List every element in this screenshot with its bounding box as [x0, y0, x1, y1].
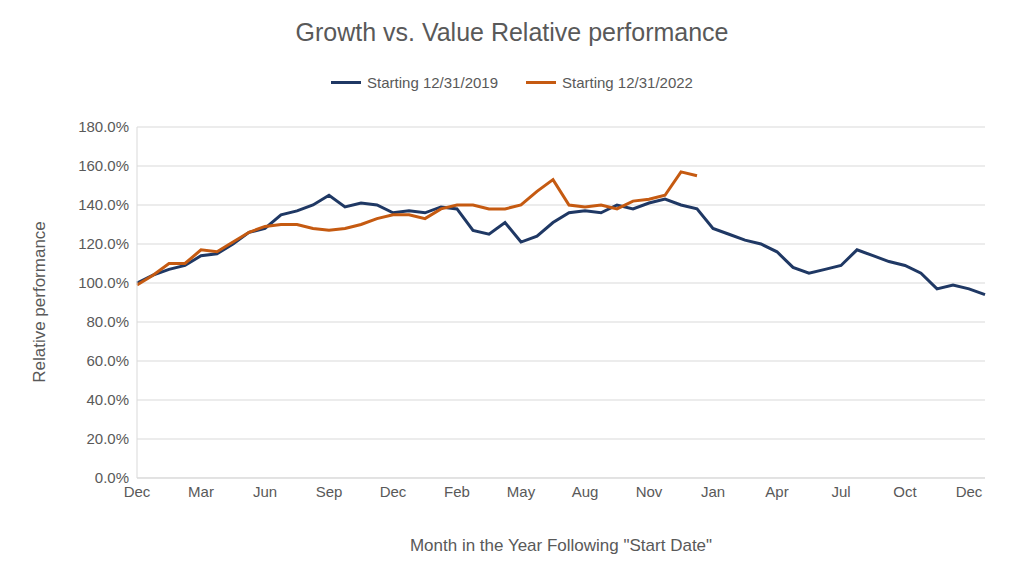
svg-text:180.0%: 180.0% [78, 118, 129, 135]
svg-text:Jun: Jun [253, 483, 277, 500]
html-text:Starting 12/31/2022: Starting 12/31/2022 [562, 74, 693, 91]
svg-text:Dec: Dec [123, 482, 151, 500]
svg-text:100.0%: 100.0% [78, 274, 129, 291]
svg-text:Nov: Nov [636, 483, 663, 500]
svg-text:Oct: Oct [893, 483, 917, 500]
svg-text:40.0%: 40.0% [86, 391, 129, 408]
svg-text:Aug: Aug [572, 483, 599, 500]
svg-text:20.0%: 20.0% [86, 430, 129, 447]
svg-text:160.0%: 160.0% [78, 157, 129, 174]
svg-text:Apr: Apr [765, 483, 788, 500]
svg-text:Jan: Jan [701, 483, 725, 500]
svg-text:Dec: Dec [956, 483, 983, 500]
svg-text:Sep: Sep [316, 483, 343, 500]
html-text:Month in the Year Following "S: Month in the Year Following "Start Date" [409, 536, 713, 555]
svg-text:Mar: Mar [188, 483, 214, 500]
svg-text:Dec: Dec [380, 483, 407, 500]
html-text:Growth vs. Value Relative perf: Growth vs. Value Relative performance [295, 18, 729, 46]
html-text:Starting 12/31/2019: Starting 12/31/2019 [367, 74, 498, 91]
svg-text:May: May [507, 483, 536, 500]
svg-text:120.0%: 120.0% [78, 235, 129, 252]
svg-text:80.0%: 80.0% [86, 313, 129, 330]
svg-text:Feb: Feb [444, 483, 470, 500]
svg-text:Jul: Jul [831, 483, 850, 500]
html-text:Relative performance: Relative performance [30, 221, 49, 383]
svg-text:0.0%: 0.0% [95, 469, 129, 486]
svg-text:60.0%: 60.0% [86, 352, 129, 369]
svg-text:140.0%: 140.0% [78, 196, 129, 213]
